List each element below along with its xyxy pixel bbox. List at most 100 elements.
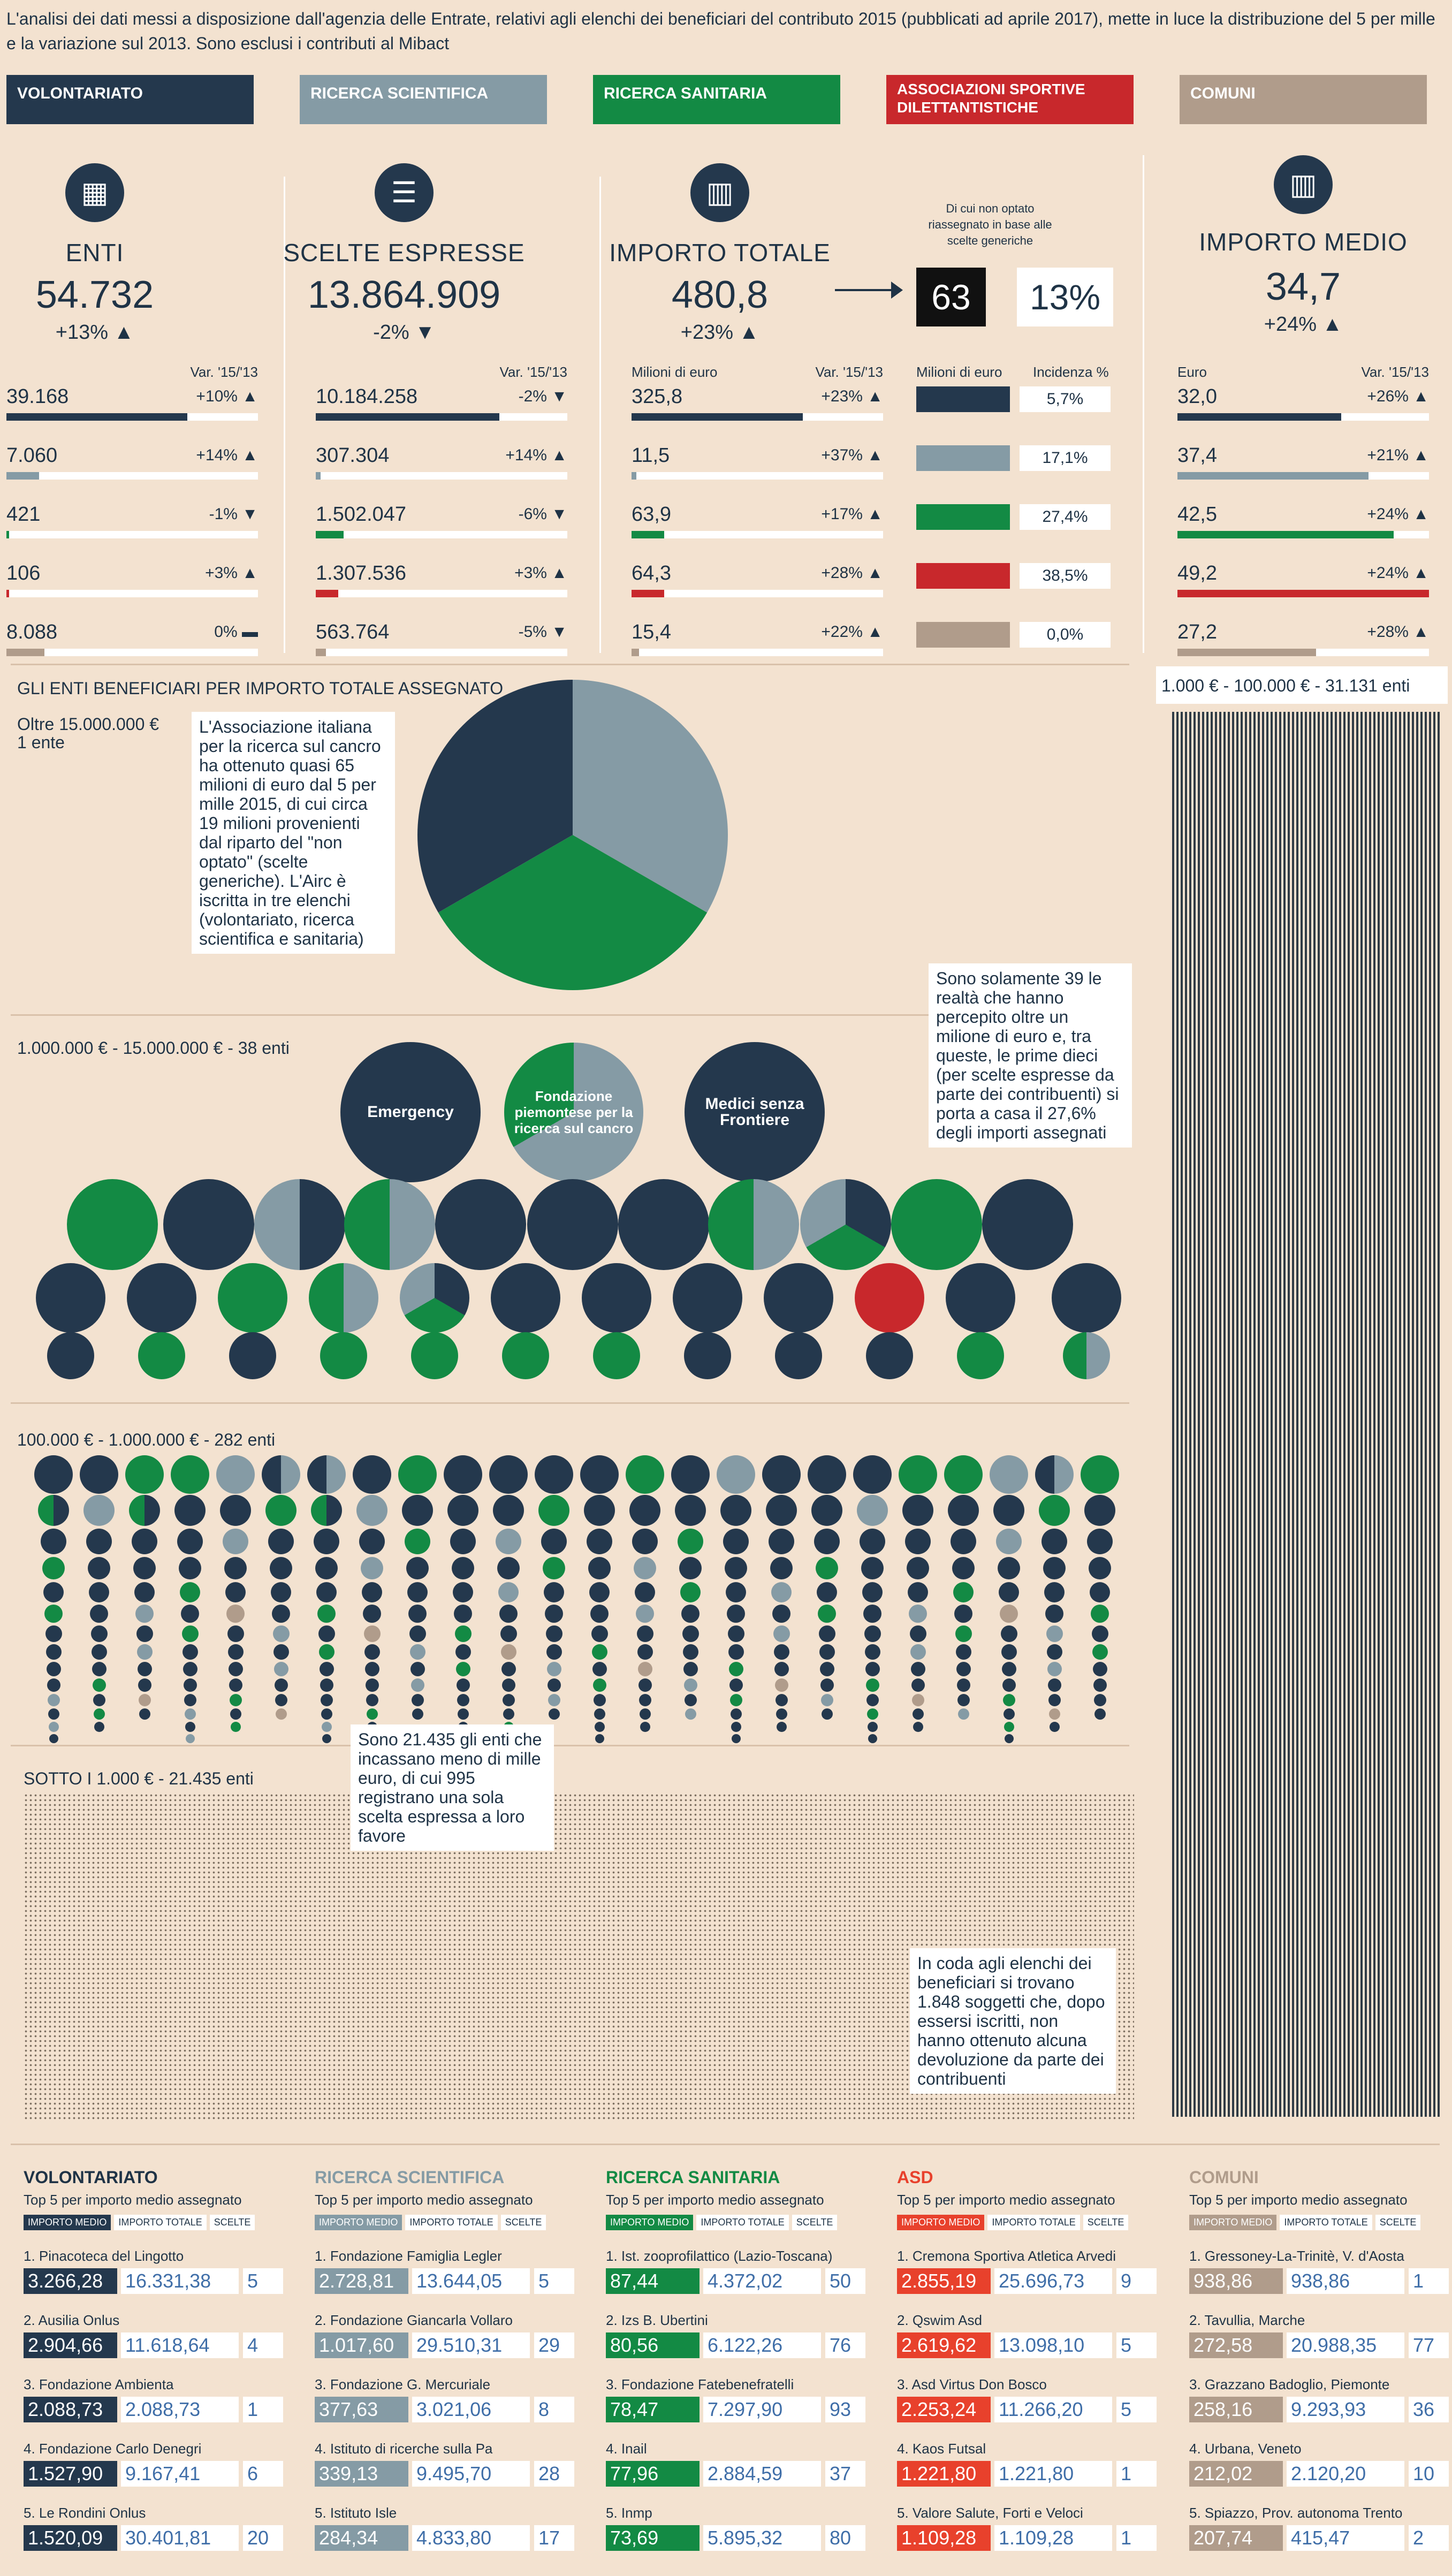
k1-section-title: 1.000 € - 100.000 € - 31.131 enti [1156,666,1448,704]
k100-dot [1087,1529,1113,1554]
big-entity-dot: Medici senza Frontiere [685,1042,825,1182]
row-var: +3% ▲ [514,564,567,582]
arrow-line [835,289,899,291]
separator [11,664,1129,665]
k100-dot [180,1582,200,1602]
top5-tab-1: IMPORTO TOTALE [696,2215,789,2230]
sotto-section-title: SOTTO I 1.000 € - 21.435 enti [24,1769,254,1788]
k100-dot [1039,1495,1070,1526]
k100-dot [43,1582,64,1602]
pie-slice [417,680,573,913]
k100-dot [405,1529,430,1554]
k100-dot [636,1625,653,1642]
top5-item-totale: 20.988,35 [1287,2332,1404,2358]
row-bar [1177,590,1429,597]
top5-item-scelte: 10 [1409,2461,1449,2487]
row-value: 1.307.536 [316,562,407,584]
k100-dot [772,1605,790,1623]
top5-item-totale: 2.884,59 [703,2461,821,2487]
row-value: 563.764 [316,621,390,643]
non-optato-pct: 13% [1017,268,1113,326]
k100-dot [999,1582,1019,1602]
k100-dot [407,1582,428,1602]
mil-dot [527,1179,618,1270]
top5-item-name: 5. Spiazzo, Prov. autonoma Trento [1189,2505,1403,2521]
k100-dot [230,1708,241,1720]
top5-item-medio: 77,96 [606,2461,700,2487]
k100-dot [990,1455,1028,1494]
k100-dot [179,1557,201,1579]
non-optato-swatch [916,563,1010,589]
top5-item-name: 5. Inmp [606,2505,652,2521]
k100-dot [90,1605,108,1623]
k100-dot [41,1529,66,1554]
k100-dot [356,1495,387,1526]
k100-dot [129,1495,160,1526]
k100-dot [948,1495,979,1526]
k100-dot [868,1734,877,1743]
row-bar [6,590,258,597]
top5-item-scelte: 76 [825,2332,865,2358]
k100-dot [820,1693,833,1706]
k100-dot [311,1495,342,1526]
k100-dot [223,1529,248,1554]
k100-dot [1001,1644,1017,1660]
k100-dot [307,1455,346,1494]
top5-item-medio: 3.266,28 [24,2268,117,2294]
k100-dot [1047,1661,1062,1676]
k100-dot [776,1708,787,1720]
non-optato-value: 63 [916,268,986,326]
top5-item-name: 1. Pinacoteca del Lingotto [24,2248,184,2264]
pie-slice [573,680,728,913]
top5-item-medio: 2.253,24 [897,2397,991,2422]
top5-item-totale: 4.833,80 [412,2525,530,2551]
k100-dot [216,1455,255,1494]
mil-dot [1063,1332,1110,1379]
k100-dot [224,1557,247,1579]
k100-dot [229,1693,242,1706]
k100-dot [455,1644,471,1660]
top5-tab-2: SCELTE [1083,2215,1129,2230]
k100-dot [819,1644,835,1660]
k100-dot [909,1605,927,1623]
separator [284,177,285,653]
top5-tab-2: SCELTE [209,2215,255,2230]
legend-comuni: COMUNI [1180,75,1427,124]
row-var: +17% ▲ [821,505,883,523]
mil-dot [593,1332,640,1379]
k100-dot [683,1661,698,1676]
k100-dot [366,1693,378,1706]
k100-dot [1093,1693,1106,1706]
mil-dot [309,1263,378,1333]
k100-dot [952,1557,975,1579]
k100-dot [1081,1455,1119,1494]
k100-dot [318,1644,335,1660]
top5-item-totale: 415,47 [1287,2525,1404,2551]
k100-dot [227,1644,244,1660]
k100-dot [639,1708,651,1720]
top5-item-scelte: 28 [534,2461,574,2487]
row-bar-fill [632,472,637,480]
top5-item-medio: 938,86 [1189,2268,1283,2294]
k100-dot [409,1625,426,1642]
k100-dot [594,1721,605,1732]
row-bar-fill [6,649,44,656]
k100-dot [1042,1529,1067,1554]
k100-dot [907,1557,929,1579]
mil-dot [708,1179,799,1270]
mil-dot [982,1179,1073,1270]
mil-dot [67,1179,158,1270]
k100-dot [454,1625,472,1642]
k100-dot [1043,1557,1066,1579]
row-bar-fill [316,472,321,480]
k100-dot [48,1721,59,1732]
top5-item-scelte: 1 [243,2397,283,2422]
k100-dot [955,1644,971,1660]
top5-item-name: 2. Tavullia, Marche [1189,2312,1305,2328]
k100-dot [626,1455,664,1494]
top5-item-name: 2. Izs B. Ubertini [606,2312,708,2328]
row-var: -5% ▼ [518,623,567,641]
k100-dot [272,1625,290,1642]
k100-dot [319,1661,334,1676]
coda-note: In coda agli elenchi dei beneficiari si … [910,1948,1116,2094]
